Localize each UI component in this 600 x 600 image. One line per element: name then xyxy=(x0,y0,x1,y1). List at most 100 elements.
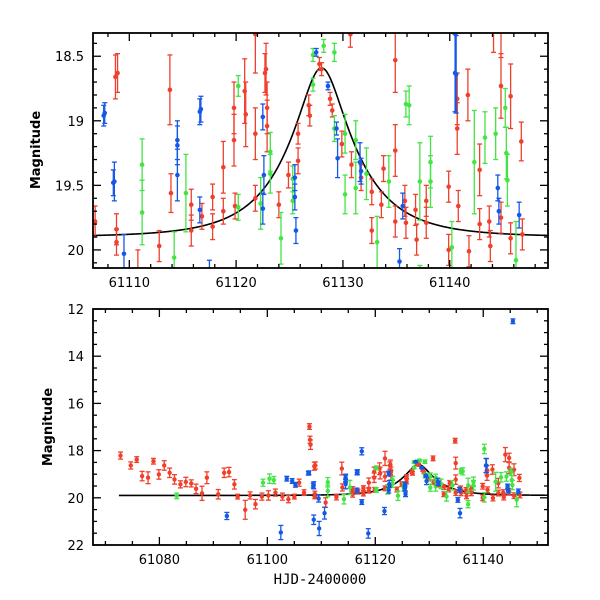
data-point xyxy=(348,151,354,179)
data-point xyxy=(360,485,366,492)
data-point xyxy=(291,493,297,500)
data-point xyxy=(58,132,63,158)
data-point xyxy=(271,475,277,485)
point-marker xyxy=(307,113,313,118)
data-point xyxy=(22,211,27,263)
data-point xyxy=(419,465,425,471)
data-point xyxy=(482,111,488,165)
point-marker xyxy=(168,190,174,196)
point-marker xyxy=(339,141,345,147)
data-point xyxy=(371,472,377,484)
point-marker xyxy=(343,481,348,487)
point-marker xyxy=(342,131,348,137)
point-marker xyxy=(312,463,317,469)
data-point xyxy=(134,456,140,464)
point-marker xyxy=(199,214,205,219)
data-point xyxy=(377,466,383,480)
point-marker xyxy=(449,245,455,250)
point-marker xyxy=(292,494,297,499)
point-marker xyxy=(388,462,393,467)
data-point xyxy=(449,0,454,8)
point-marker xyxy=(516,212,522,218)
point-marker xyxy=(452,438,458,443)
data-point xyxy=(260,192,266,225)
data-point xyxy=(231,113,237,167)
data-point xyxy=(382,485,388,492)
data-point xyxy=(261,155,267,196)
data-point xyxy=(339,130,345,158)
point-marker xyxy=(506,455,512,461)
point-marker xyxy=(354,488,360,493)
data-point xyxy=(411,465,417,470)
point-marker xyxy=(167,470,172,475)
point-marker xyxy=(235,83,241,89)
point-marker xyxy=(386,471,391,476)
data-point xyxy=(428,155,434,208)
data-point xyxy=(259,492,265,501)
data-point xyxy=(311,481,317,490)
data-point xyxy=(354,469,360,476)
data-point xyxy=(295,147,301,175)
data-point xyxy=(382,450,388,467)
point-marker xyxy=(118,453,123,458)
point-marker xyxy=(410,471,415,476)
data-point xyxy=(133,302,138,367)
point-marker xyxy=(402,485,408,491)
point-marker xyxy=(465,92,471,98)
data-point xyxy=(504,153,510,207)
point-marker xyxy=(413,207,418,213)
y-tick-label: 16 xyxy=(67,397,84,412)
data-point xyxy=(252,498,258,510)
data-point xyxy=(403,90,409,118)
data-point xyxy=(516,201,522,229)
point-marker xyxy=(498,475,504,480)
data-point xyxy=(335,138,341,179)
point-marker xyxy=(413,459,418,464)
point-marker xyxy=(134,457,139,462)
point-marker xyxy=(284,476,289,481)
point-marker xyxy=(278,236,284,241)
data-point xyxy=(188,214,194,247)
point-marker xyxy=(183,479,189,485)
point-marker xyxy=(290,198,296,204)
data-point xyxy=(417,142,423,221)
plot-frame xyxy=(92,308,549,546)
data-point xyxy=(278,211,284,265)
data-point xyxy=(316,494,322,503)
point-marker xyxy=(114,239,119,245)
data-point xyxy=(174,148,180,202)
point-marker xyxy=(268,171,273,177)
point-marker xyxy=(216,492,221,497)
data-point xyxy=(69,145,74,171)
point-marker xyxy=(12,165,17,170)
data-point xyxy=(495,489,501,497)
data-point xyxy=(502,87,508,128)
data-point xyxy=(323,497,329,508)
point-marker xyxy=(505,488,511,493)
data-point xyxy=(112,54,118,100)
point-marker xyxy=(390,481,395,487)
point-marker xyxy=(341,497,347,502)
point-marker xyxy=(485,487,490,492)
y-tick-label: 12 xyxy=(67,303,84,318)
data-point xyxy=(310,77,316,92)
point-marker xyxy=(453,460,458,466)
point-marker xyxy=(369,228,375,233)
data-point xyxy=(62,238,67,277)
point-marker xyxy=(260,206,266,211)
point-marker xyxy=(518,139,524,144)
point-marker xyxy=(133,332,138,337)
data-point xyxy=(410,470,416,476)
point-marker xyxy=(306,470,312,475)
point-marker xyxy=(517,475,522,481)
y-tick-label: 19.5 xyxy=(55,179,84,194)
data-point xyxy=(135,249,141,268)
point-marker xyxy=(424,478,429,484)
point-marker xyxy=(271,477,277,483)
point-marker xyxy=(366,531,371,536)
series-green xyxy=(12,0,519,268)
point-marker xyxy=(372,475,377,480)
point-marker xyxy=(428,179,433,184)
data-point xyxy=(422,459,428,464)
point-marker xyxy=(221,164,226,170)
